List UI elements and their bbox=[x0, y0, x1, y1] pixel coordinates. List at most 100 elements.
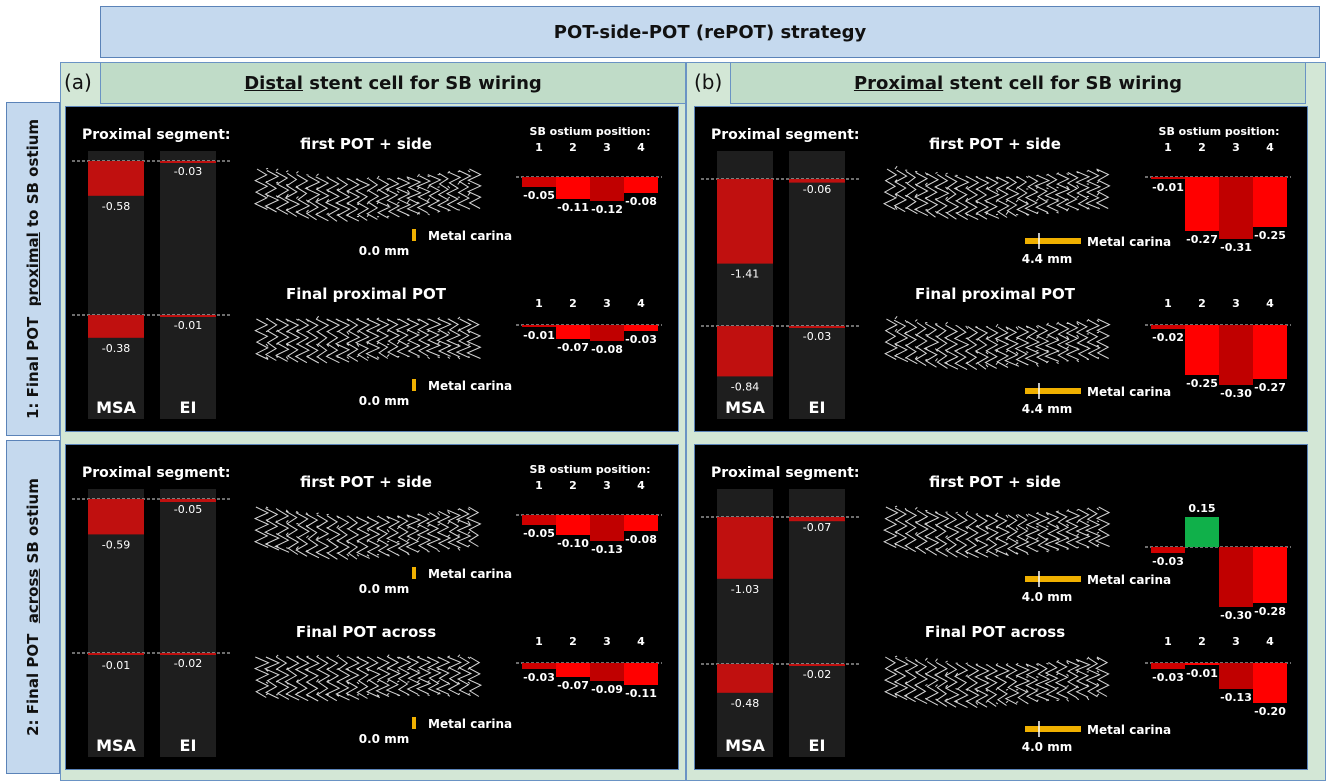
sb-value-0-2: -0.30 bbox=[1220, 609, 1252, 622]
sb-value-1-3: -0.27 bbox=[1254, 381, 1286, 394]
msa-value-1: -0.84 bbox=[731, 380, 759, 393]
ei-bar-1 bbox=[160, 653, 216, 655]
sb-value-1-2: -0.13 bbox=[1220, 691, 1252, 704]
sb-value-0-3: -0.08 bbox=[625, 533, 657, 546]
position-number-0-0: 1 bbox=[535, 479, 543, 492]
sb-value-0-1: -0.10 bbox=[557, 537, 589, 550]
position-number-1-3: 4 bbox=[637, 297, 645, 310]
msa-value-1: -0.48 bbox=[731, 697, 759, 710]
metal-carina-label-1: Metal carina bbox=[1087, 385, 1171, 399]
panel-a1-chart: Proximal segment: -0.58 -0.03 -0.38 -0.01 MSA… bbox=[72, 125, 662, 419]
ei-bar-0 bbox=[789, 179, 845, 183]
position-number-0-0: 1 bbox=[535, 141, 543, 154]
sb-bar-1-2 bbox=[1219, 663, 1253, 689]
position-number-1-1: 2 bbox=[569, 297, 577, 310]
ei-value-1: -0.02 bbox=[803, 668, 831, 681]
sb-value-0-0: -0.05 bbox=[523, 527, 555, 540]
sb-value-1-2: -0.08 bbox=[591, 343, 623, 356]
section-title-0: first POT + side bbox=[929, 473, 1061, 491]
panel-b1-chart: Proximal segment: -1.41 -0.06 -0.84 -0.03 MSA… bbox=[701, 125, 1291, 419]
stent-0 bbox=[883, 505, 1111, 559]
carina-distance-0: 4.0 mm bbox=[1022, 590, 1072, 604]
sb-value-0-2: -0.31 bbox=[1220, 241, 1252, 254]
position-number-1-2: 3 bbox=[603, 297, 611, 310]
sb-ostium-position-label: SB ostium position: bbox=[530, 125, 651, 138]
panel-a2: Proximal segment: -0.59 -0.05 -0.01 -0.02 MSA… bbox=[65, 444, 679, 770]
sb-value-0-3: -0.08 bbox=[625, 195, 657, 208]
sb-bar-0-0 bbox=[522, 177, 556, 187]
sb-bar-1-1 bbox=[1185, 325, 1219, 375]
sb-value-1-0: -0.03 bbox=[1152, 671, 1184, 684]
sb-bar-1-2 bbox=[1219, 325, 1253, 385]
carina-marker-0 bbox=[412, 567, 416, 579]
msa-value-0: -0.58 bbox=[102, 200, 130, 213]
metal-carina-label-0: Metal carina bbox=[1087, 235, 1171, 249]
sb-value-1-0: -0.02 bbox=[1152, 331, 1184, 344]
sb-bar-1-3 bbox=[624, 325, 658, 331]
sb-bar-0-2 bbox=[1219, 177, 1253, 239]
sb-bar-1-2 bbox=[590, 325, 624, 341]
proximal-segment-label: Proximal segment: bbox=[711, 127, 860, 143]
proximal-segment-label: Proximal segment: bbox=[82, 127, 231, 143]
position-number-1-1: 2 bbox=[1198, 635, 1206, 648]
metal-carina-label-0: Metal carina bbox=[428, 229, 512, 243]
metal-carina-label-0: Metal carina bbox=[428, 567, 512, 581]
msa-label: MSA bbox=[725, 736, 765, 755]
sb-value-0-0: -0.03 bbox=[1152, 555, 1184, 568]
sb-value-1-1: -0.07 bbox=[557, 341, 589, 354]
ei-bar-0 bbox=[160, 499, 216, 502]
carina-distance-0: 4.4 mm bbox=[1022, 252, 1072, 266]
sb-value-0-3: -0.28 bbox=[1254, 605, 1286, 618]
sb-bar-0-2 bbox=[590, 515, 624, 541]
column-a-emph: Distal bbox=[244, 72, 303, 94]
carina-marker-0 bbox=[412, 229, 416, 241]
stent-1 bbox=[883, 655, 1110, 709]
sb-value-0-1: 0.15 bbox=[1188, 502, 1215, 515]
stent-0-mesh bbox=[253, 167, 482, 222]
column-a-header: Distal stent cell for SB wiring bbox=[100, 62, 686, 104]
position-number-0-3: 4 bbox=[637, 479, 645, 492]
stent-0 bbox=[882, 165, 1111, 221]
position-number-1-2: 3 bbox=[1232, 635, 1240, 648]
carina-marker-0 bbox=[1025, 238, 1081, 244]
position-number-0-2: 3 bbox=[603, 479, 611, 492]
position-number-0-3: 4 bbox=[1266, 141, 1274, 154]
sb-bar-0-3 bbox=[624, 177, 658, 193]
msa-label: MSA bbox=[725, 398, 765, 417]
stent-1-mesh bbox=[253, 654, 483, 702]
stent-1 bbox=[884, 315, 1111, 371]
panel-b2-chart: Proximal segment: -1.03 -0.07 -0.48 -0.02 MSA… bbox=[701, 465, 1291, 757]
ei-bar-1 bbox=[160, 315, 216, 317]
column-b-letter: (b) bbox=[694, 70, 723, 94]
sb-value-0-2: -0.12 bbox=[591, 203, 623, 216]
sb-bar-0-0 bbox=[522, 515, 556, 525]
sb-bar-0-0 bbox=[1151, 547, 1185, 553]
section-title-1: Final proximal POT bbox=[286, 285, 447, 303]
stent-1 bbox=[254, 315, 482, 364]
panel-a2-chart: Proximal segment: -0.59 -0.05 -0.01 -0.02 MSA… bbox=[72, 463, 662, 757]
row-2-label: 2: Final POT across SB ostium bbox=[24, 478, 43, 736]
stent-1-mesh bbox=[883, 655, 1110, 709]
msa-value-0: -1.03 bbox=[731, 583, 759, 596]
stent-1-mesh bbox=[884, 315, 1111, 371]
msa-bar-1 bbox=[717, 326, 773, 377]
sb-value-1-0: -0.01 bbox=[523, 329, 555, 342]
sb-value-1-0: -0.03 bbox=[523, 671, 555, 684]
strategy-title: POT-side-POT (rePOT) strategy bbox=[100, 6, 1320, 58]
sb-bar-0-1 bbox=[1185, 177, 1219, 231]
sb-value-0-0: -0.01 bbox=[1152, 181, 1184, 194]
sb-value-0-1: -0.27 bbox=[1186, 233, 1218, 246]
stent-1-mesh bbox=[254, 315, 482, 364]
sb-value-0-3: -0.25 bbox=[1254, 229, 1286, 242]
ei-value-0: -0.05 bbox=[174, 503, 202, 516]
position-number-1-2: 3 bbox=[603, 635, 611, 648]
position-number-1-2: 3 bbox=[1232, 297, 1240, 310]
stent-0-mesh bbox=[253, 506, 482, 560]
msa-bar-1 bbox=[717, 664, 773, 693]
sb-value-0-1: -0.11 bbox=[557, 201, 589, 214]
carina-marker-1 bbox=[412, 717, 416, 729]
msa-bar-0 bbox=[717, 517, 773, 579]
ei-label: EI bbox=[809, 736, 826, 755]
proximal-segment-label: Proximal segment: bbox=[711, 465, 860, 481]
sb-value-1-2: -0.30 bbox=[1220, 387, 1252, 400]
